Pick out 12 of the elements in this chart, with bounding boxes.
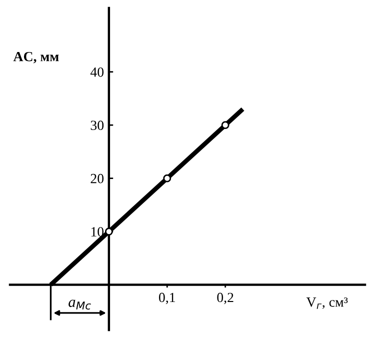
y-tick-label: 20 bbox=[90, 174, 104, 184]
x-tick-label: 0,2 bbox=[217, 292, 234, 304]
y-tick-label: 30 bbox=[90, 120, 104, 130]
annotation: a$_{Мс}$ bbox=[68, 300, 91, 310]
y-tick-label: 10 bbox=[91, 227, 104, 236]
y-tick-label: 40 bbox=[90, 67, 104, 77]
point bbox=[221, 121, 230, 130]
x-tick-label: 0,1 bbox=[158, 292, 175, 304]
point bbox=[163, 174, 172, 182]
point bbox=[104, 228, 113, 236]
x-axis-title: V$_{г}$, см³ bbox=[306, 297, 348, 309]
y-axis-title: AC, мм bbox=[13, 52, 59, 64]
